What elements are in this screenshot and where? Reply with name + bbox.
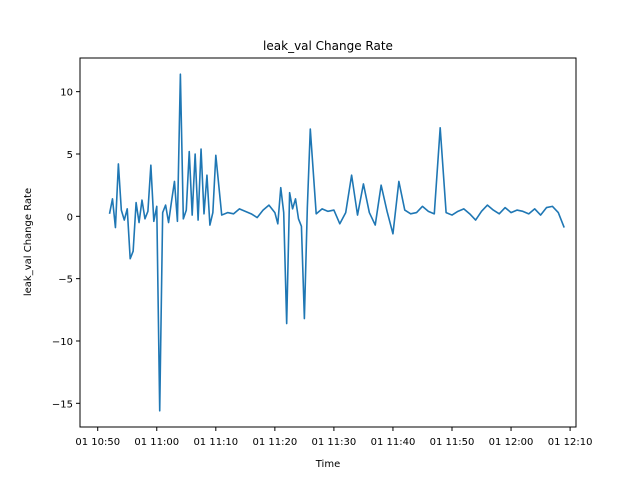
x-tick-label: 01 11:30 (312, 437, 357, 448)
x-tick-label: 01 12:00 (489, 437, 534, 448)
x-axis-label: Time (315, 459, 340, 470)
y-tick-label: 10 (60, 88, 73, 99)
y-tick-label: 0 (67, 212, 73, 223)
x-tick-label: 01 11:20 (252, 437, 297, 448)
chart-title: leak_val Change Rate (263, 39, 393, 53)
x-tick-label: 01 12:10 (548, 437, 593, 448)
x-tick-label: 01 11:50 (430, 437, 475, 448)
series-line (108, 73, 565, 412)
y-tick-label: −10 (52, 337, 73, 348)
x-tick-label: 01 11:00 (134, 437, 179, 448)
plot-area (79, 57, 577, 428)
x-axis: 01 10:50 01 11:00 01 11:10 01 11:20 01 11:30… (75, 427, 592, 448)
y-axis-label: leak_val Change Rate (23, 188, 34, 296)
y-tick-label: −15 (52, 399, 73, 410)
x-tick-label: 01 11:10 (193, 437, 238, 448)
x-tick-label: 01 10:50 (75, 437, 120, 448)
y-axis: 10 5 0 −5 −10 −15 (52, 88, 80, 410)
x-tick-label: 01 11:40 (371, 437, 416, 448)
y-tick-label: 5 (67, 150, 73, 161)
y-tick-label: −5 (58, 275, 73, 286)
